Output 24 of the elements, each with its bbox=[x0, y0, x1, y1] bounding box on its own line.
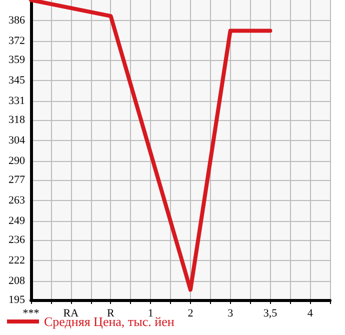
y-tick-label: 372 bbox=[8, 34, 25, 47]
y-tick-label: 263 bbox=[8, 194, 26, 206]
y-tick-label: 359 bbox=[8, 54, 26, 66]
x-tick-label: R bbox=[107, 308, 116, 320]
y-tick-label: 386 bbox=[8, 14, 26, 26]
y-tick-label: 236 bbox=[8, 234, 26, 246]
x-tick-label: 3 bbox=[228, 308, 234, 320]
y-tick-label: 208 bbox=[8, 274, 26, 287]
y-tick-label: 195 bbox=[8, 294, 26, 306]
y-tick-label: 290 bbox=[8, 154, 26, 167]
y-tick-label: 345 bbox=[8, 74, 26, 86]
y-tick-label: 304 bbox=[8, 134, 26, 146]
y-tick-label: 277 bbox=[8, 174, 26, 186]
x-tick-label: 1 bbox=[148, 308, 154, 320]
x-tick-label: *** bbox=[22, 308, 40, 320]
x-tick-label: RA bbox=[63, 308, 79, 320]
y-tick-label: 318 bbox=[8, 114, 26, 126]
x-tick-label: 3,5 bbox=[263, 308, 278, 320]
line-series bbox=[29, 0, 272, 292]
y-tick-label: 222 bbox=[8, 254, 25, 266]
x-tick-label: 4 bbox=[307, 308, 314, 320]
y-tick-label: 331 bbox=[8, 94, 25, 107]
y-tick-label: 249 bbox=[8, 214, 26, 227]
x-tick-label: 2 bbox=[188, 308, 194, 320]
